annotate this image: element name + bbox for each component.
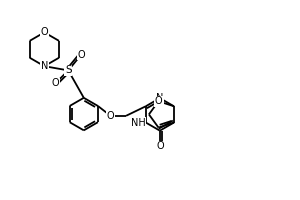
Text: N: N (156, 93, 164, 103)
Text: N: N (41, 61, 48, 71)
Text: O: O (40, 27, 48, 37)
Text: O: O (52, 78, 59, 88)
Text: O: O (155, 96, 162, 106)
Text: O: O (156, 141, 164, 151)
Text: S: S (65, 65, 72, 75)
Text: NH: NH (131, 118, 146, 128)
Text: O: O (77, 50, 85, 60)
Text: O: O (107, 111, 114, 121)
